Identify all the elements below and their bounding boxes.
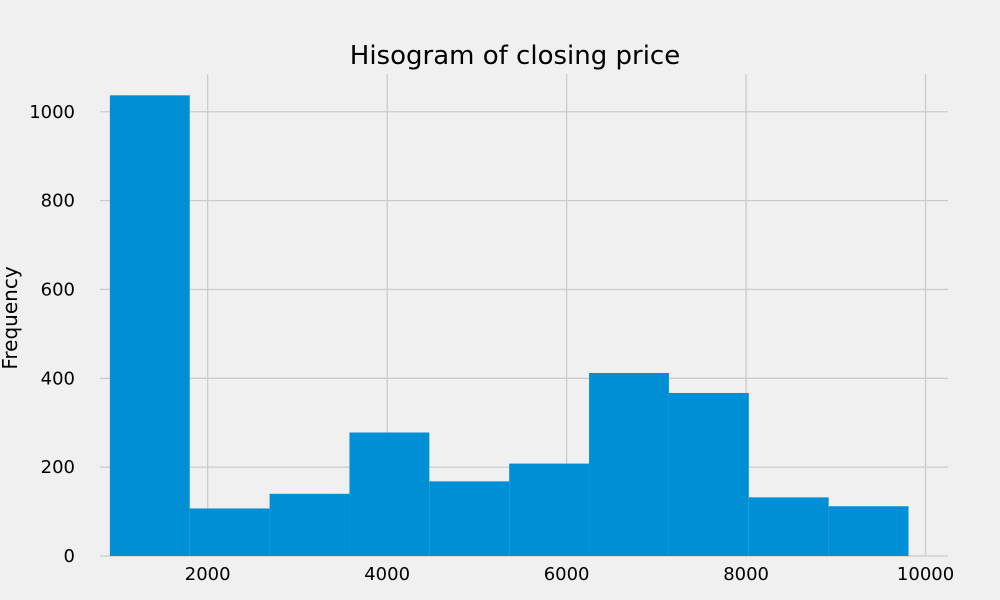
- y-tick-label: 600: [41, 279, 75, 300]
- y-tick-label: 400: [41, 368, 75, 389]
- x-tick-label: 10000: [897, 564, 954, 585]
- x-tick-labels: 2000 4000 6000 8000 10000: [185, 564, 954, 585]
- histogram-bar-8: [668, 392, 749, 556]
- chart-title: Hisogram of closing price: [350, 41, 680, 71]
- histogram-bar-5: [429, 481, 510, 556]
- y-axis-label: Frequency: [0, 266, 22, 369]
- histogram-bar-3: [269, 493, 350, 556]
- y-tick-label: 0: [64, 546, 75, 567]
- y-tick-labels: 0 200 400 600 800 1000: [29, 102, 75, 567]
- histogram-bar-4: [349, 432, 430, 556]
- histogram-bar-1: [109, 95, 190, 557]
- histogram-bar-9: [748, 497, 829, 556]
- y-tick-label: 800: [41, 191, 75, 212]
- x-tick-label: 6000: [544, 564, 590, 585]
- x-tick-label: 8000: [723, 564, 769, 585]
- histogram-bar-7: [589, 372, 669, 556]
- y-tick-label: 200: [41, 457, 75, 478]
- histogram-bar-2: [189, 508, 270, 556]
- x-tick-label: 2000: [185, 564, 231, 585]
- histogram-bar-10: [828, 506, 909, 556]
- x-tick-label: 4000: [364, 564, 410, 585]
- y-tick-label: 1000: [29, 102, 75, 123]
- histogram-bar-6: [509, 463, 590, 556]
- bars: [109, 95, 909, 557]
